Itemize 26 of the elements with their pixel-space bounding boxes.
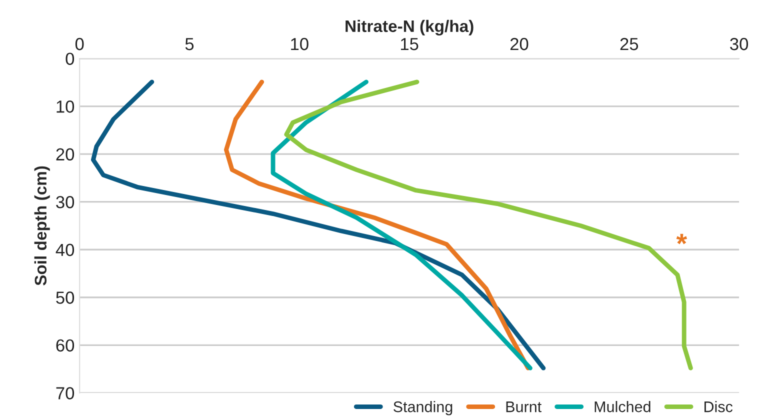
- line-series: [270, 80, 532, 370]
- x-tick-label: 0: [75, 38, 84, 50]
- y-tick-label: 10: [56, 100, 74, 113]
- y-tick-label: 50: [56, 292, 74, 304]
- x-tick-label: 20: [510, 38, 528, 50]
- legend-label: Mulched: [594, 400, 650, 412]
- y-tick-label: 30: [56, 196, 74, 208]
- legend-label: Disc: [704, 400, 733, 412]
- y-axis-title: Soil depth (cm): [34, 166, 50, 286]
- line-series: [90, 80, 546, 370]
- y-tick-label: 20: [56, 148, 74, 161]
- annotation: *: [676, 234, 688, 244]
- x-axis-title: Nitrate-N (kg/ha): [346, 20, 474, 36]
- x-tick-label: 15: [400, 38, 418, 50]
- y-tick-label: 70: [56, 387, 74, 400]
- x-tick-label: 5: [185, 38, 194, 50]
- y-tick-label: 60: [56, 339, 74, 352]
- line-series: [224, 80, 530, 370]
- legend-label: Standing: [394, 400, 452, 416]
- x-tick-label: 30: [730, 38, 748, 50]
- x-tick-label: 10: [291, 38, 308, 50]
- line-series: [284, 80, 693, 370]
- legend-label: Burnt: [506, 402, 542, 412]
- y-tick-label: 0: [66, 52, 74, 65]
- y-tick-label: 40: [56, 244, 74, 256]
- x-tick-label: 25: [620, 38, 638, 50]
